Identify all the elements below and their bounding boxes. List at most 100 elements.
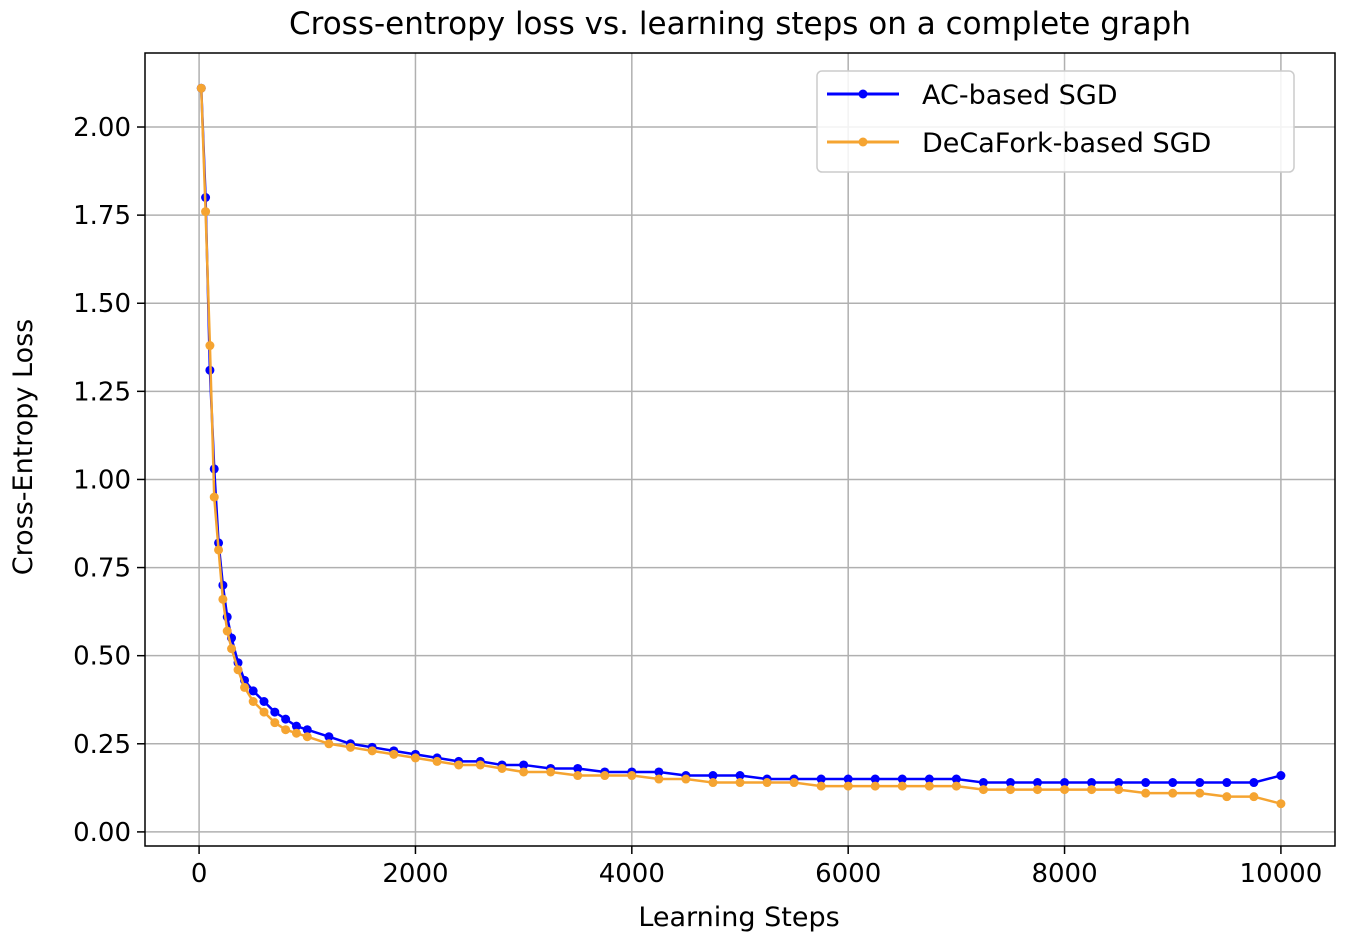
data-point-ac-based-sgd	[248, 686, 258, 696]
data-point-decafork-based-sgd	[924, 781, 934, 791]
data-point-decafork-based-sgd	[454, 760, 464, 770]
series-layer	[196, 83, 1286, 809]
data-point-decafork-based-sgd	[546, 767, 556, 777]
data-point-ac-based-sgd	[519, 760, 529, 770]
data-point-decafork-based-sgd	[259, 707, 269, 717]
data-point-decafork-based-sgd	[1276, 799, 1286, 809]
data-point-ac-based-sgd	[573, 763, 583, 773]
data-point-decafork-based-sgd	[1249, 792, 1259, 802]
legend-frame	[816, 70, 1295, 173]
data-point-decafork-based-sgd	[205, 341, 215, 351]
data-point-decafork-based-sgd	[870, 781, 880, 791]
data-point-decafork-based-sgd	[789, 778, 799, 788]
legend-marker-ac-based-sgd	[858, 89, 868, 99]
data-point-ac-based-sgd	[1195, 778, 1205, 788]
data-point-ac-based-sgd	[1276, 771, 1286, 781]
data-point-ac-based-sgd	[870, 774, 880, 784]
data-point-ac-based-sgd	[816, 774, 826, 784]
y-tick-label: 0.00	[73, 818, 131, 848]
x-tick-label: 0	[191, 859, 208, 889]
data-point-ac-based-sgd	[1249, 778, 1259, 788]
x-axis-label: Learning Steps	[638, 902, 839, 933]
data-point-decafork-based-sgd	[600, 771, 610, 781]
x-tick-label: 2000	[382, 859, 448, 889]
data-point-decafork-based-sgd	[735, 778, 745, 788]
data-point-decafork-based-sgd	[978, 785, 988, 795]
data-point-decafork-based-sgd	[196, 83, 206, 93]
series-line-ac-based-sgd	[200, 88, 1282, 784]
y-tick-label: 1.75	[73, 201, 131, 231]
data-point-decafork-based-sgd	[897, 781, 907, 791]
data-point-ac-based-sgd	[897, 774, 907, 784]
data-point-decafork-based-sgd	[222, 626, 232, 636]
data-point-decafork-based-sgd	[346, 742, 356, 752]
data-point-ac-based-sgd	[654, 767, 664, 777]
data-point-decafork-based-sgd	[1005, 785, 1015, 795]
data-point-ac-based-sgd	[1114, 778, 1124, 788]
data-point-decafork-based-sgd	[233, 665, 243, 675]
data-point-decafork-based-sgd	[291, 728, 301, 738]
data-point-decafork-based-sgd	[389, 749, 399, 759]
data-point-decafork-based-sgd	[209, 492, 219, 502]
y-tick-label: 2.00	[73, 113, 131, 143]
data-point-ac-based-sgd	[1168, 778, 1178, 788]
y-tick-label: 1.50	[73, 289, 131, 319]
data-point-ac-based-sgd	[1141, 778, 1151, 788]
data-point-decafork-based-sgd	[270, 718, 280, 728]
data-point-decafork-based-sgd	[708, 778, 718, 788]
data-point-decafork-based-sgd	[214, 545, 224, 555]
data-point-decafork-based-sgd	[248, 696, 258, 706]
data-point-decafork-based-sgd	[201, 207, 211, 217]
legend-label-decafork-based-sgd: DeCaFork-based SGD	[922, 128, 1211, 159]
y-tick-label: 0.25	[73, 730, 131, 760]
series-decafork-based-sgd	[196, 83, 1286, 809]
data-point-ac-based-sgd	[735, 771, 745, 781]
data-point-decafork-based-sgd	[432, 756, 442, 766]
series-ac-based-sgd	[196, 83, 1286, 788]
x-tick-label: 10000	[1240, 859, 1323, 889]
data-point-decafork-based-sgd	[1114, 785, 1124, 795]
data-point-ac-based-sgd	[843, 774, 853, 784]
data-point-decafork-based-sgd	[302, 732, 312, 742]
data-point-ac-based-sgd	[1033, 778, 1042, 788]
legend: AC-based SGD DeCaFork-based SGD	[816, 70, 1295, 173]
data-point-ac-based-sgd	[291, 721, 301, 731]
data-point-ac-based-sgd	[1060, 778, 1070, 788]
data-point-decafork-based-sgd	[1033, 785, 1042, 795]
data-point-decafork-based-sgd	[627, 771, 637, 781]
data-point-decafork-based-sgd	[1141, 788, 1151, 798]
plot-frame	[144, 52, 1336, 847]
data-point-decafork-based-sgd	[497, 763, 507, 773]
data-point-ac-based-sgd	[281, 714, 291, 724]
data-point-decafork-based-sgd	[1195, 788, 1205, 798]
data-point-decafork-based-sgd	[281, 725, 291, 735]
series-line-decafork-based-sgd	[200, 88, 1282, 805]
data-point-decafork-based-sgd	[573, 771, 583, 781]
y-tick-label: 0.50	[73, 642, 131, 672]
data-point-ac-based-sgd	[324, 732, 334, 742]
data-point-decafork-based-sgd	[324, 739, 334, 749]
data-point-ac-based-sgd	[259, 696, 269, 706]
data-point-ac-based-sgd	[302, 725, 312, 735]
data-point-decafork-based-sgd	[240, 682, 250, 692]
y-tick-label: 0.75	[73, 554, 131, 584]
data-point-decafork-based-sgd	[519, 767, 529, 777]
data-point-decafork-based-sgd	[681, 774, 691, 784]
ticks: 0 2000 4000 6000 8000 10000 0.00 0.25 0.50 0.75 1.…	[73, 113, 1322, 889]
data-point-decafork-based-sgd	[1222, 792, 1232, 802]
data-point-decafork-based-sgd	[227, 644, 237, 654]
y-tick-label: 1.25	[73, 377, 131, 407]
data-point-ac-based-sgd	[1222, 778, 1232, 788]
data-point-decafork-based-sgd	[367, 746, 377, 756]
data-point-decafork-based-sgd	[654, 774, 664, 784]
x-tick-label: 6000	[815, 859, 881, 889]
data-point-ac-based-sgd	[951, 774, 961, 784]
y-tick-label: 1.00	[73, 465, 131, 495]
legend-marker-decafork-based-sgd	[858, 137, 868, 147]
data-point-decafork-based-sgd	[475, 760, 485, 770]
data-point-ac-based-sgd	[1005, 778, 1015, 788]
data-point-decafork-based-sgd	[843, 781, 853, 791]
data-point-decafork-based-sgd	[1168, 788, 1178, 798]
y-axis-label: Cross-Entropy Loss	[8, 319, 39, 575]
